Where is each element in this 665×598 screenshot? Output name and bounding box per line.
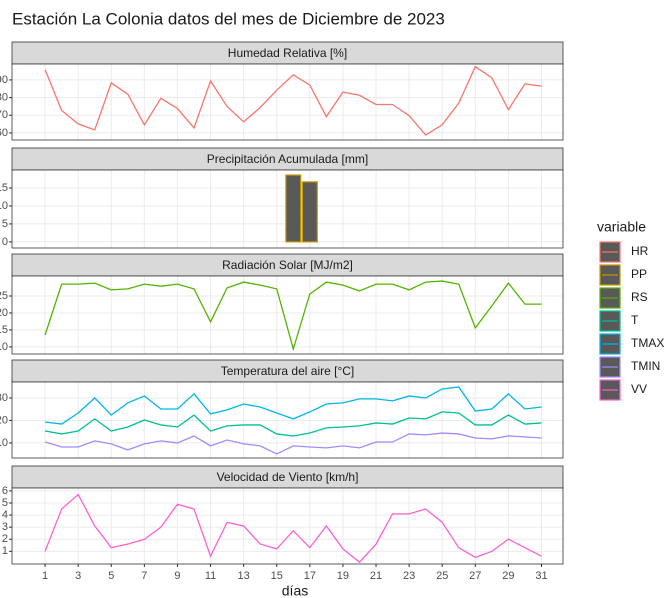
strip-title: Temperatura del aire [°C] xyxy=(221,364,355,378)
x-tick-label: 1 xyxy=(42,570,48,582)
x-tick-label: 13 xyxy=(238,570,250,582)
strip-title: Velocidad de Viento [km/h] xyxy=(217,470,359,484)
panel-border xyxy=(11,381,564,459)
series-line xyxy=(44,65,542,136)
y-tick-label: 15 xyxy=(0,324,8,336)
series-line xyxy=(44,493,542,564)
y-tick-label: 15 xyxy=(0,182,8,194)
y-tick-label: 6 xyxy=(2,485,8,497)
panel-border xyxy=(11,487,564,565)
y-tick-label: 90 xyxy=(0,74,8,86)
bar xyxy=(301,181,318,243)
bar xyxy=(285,174,302,243)
legend-label: TMIN xyxy=(631,359,660,373)
strip-title: Precipitación Acumulada [mm] xyxy=(207,152,368,166)
y-tick-label: 25 xyxy=(0,290,8,302)
x-tick-label: 19 xyxy=(337,570,349,582)
legend-label: T xyxy=(631,313,639,327)
x-axis-label: días xyxy=(282,583,308,598)
y-tick-label: 5 xyxy=(2,218,8,230)
x-tick-label: 15 xyxy=(271,570,283,582)
y-tick-label: 20 xyxy=(0,414,8,426)
y-tick-label: 70 xyxy=(0,109,8,121)
x-tick-label: 25 xyxy=(436,570,448,582)
x-tick-label: 9 xyxy=(174,570,180,582)
legend-label: RS xyxy=(631,290,648,304)
legend-label: HR xyxy=(631,244,649,258)
chart-title: Estación La Colonia datos del mes de Dic… xyxy=(12,9,445,28)
y-tick-label: 3 xyxy=(2,521,8,533)
y-tick-label: 1 xyxy=(2,545,8,557)
panel-border xyxy=(11,63,564,141)
x-tick-label: 23 xyxy=(403,570,415,582)
strip-title: Radiación Solar [MJ/m2] xyxy=(222,258,353,272)
y-tick-label: 10 xyxy=(0,200,8,212)
y-tick-label: 30 xyxy=(0,392,8,404)
legend-label: TMAX xyxy=(631,336,664,350)
x-tick-label: 21 xyxy=(370,570,382,582)
legend-label: PP xyxy=(631,267,647,281)
panel-border xyxy=(11,275,564,355)
series-line xyxy=(45,386,542,425)
x-tick-label: 29 xyxy=(502,570,514,582)
x-tick-label: 5 xyxy=(108,570,114,582)
y-tick-label: 10 xyxy=(0,341,8,353)
y-tick-label: 0 xyxy=(2,236,8,248)
legend-title: variable xyxy=(597,219,646,235)
x-tick-label: 7 xyxy=(141,570,147,582)
y-tick-label: 4 xyxy=(2,509,8,521)
y-tick-label: 2 xyxy=(2,533,8,545)
y-tick-label: 5 xyxy=(2,497,8,509)
legend-label: VV xyxy=(631,382,647,396)
panel-border xyxy=(11,169,564,249)
series-line xyxy=(44,432,542,455)
x-tick-label: 17 xyxy=(304,570,316,582)
x-tick-label: 31 xyxy=(535,570,547,582)
y-tick-label: 20 xyxy=(0,307,8,319)
panel xyxy=(12,276,563,354)
strip-title: Humedad Relativa [%] xyxy=(228,46,347,60)
y-tick-label: 10 xyxy=(0,437,8,449)
series-line xyxy=(44,280,542,352)
x-tick-label: 11 xyxy=(205,570,216,582)
y-tick-label: 80 xyxy=(0,91,8,103)
series-line xyxy=(44,411,542,437)
x-tick-label: 3 xyxy=(75,570,81,582)
y-tick-label: 60 xyxy=(0,127,8,139)
x-tick-label: 27 xyxy=(469,570,481,582)
